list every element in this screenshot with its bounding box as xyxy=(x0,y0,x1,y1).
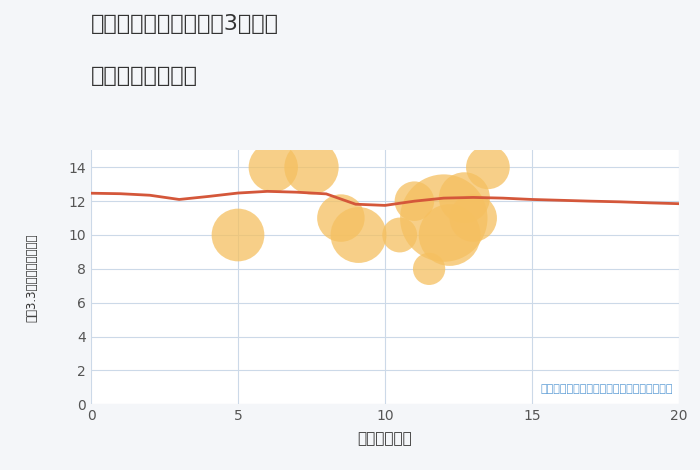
Point xyxy=(335,214,346,222)
Point xyxy=(267,164,279,171)
Point xyxy=(438,214,449,222)
X-axis label: 駅距離（分）: 駅距離（分） xyxy=(358,431,412,446)
Point xyxy=(482,164,493,171)
Point xyxy=(353,231,364,239)
Point xyxy=(409,197,420,205)
Point xyxy=(458,194,470,202)
Point xyxy=(468,214,479,222)
Point xyxy=(424,265,435,273)
Point xyxy=(306,164,317,171)
Text: 三重県名張市桔梗が丘3番町の: 三重県名張市桔梗が丘3番町の xyxy=(91,14,279,34)
Point xyxy=(232,231,244,239)
Text: 円の大きさは、取引のあった物件面積を示す: 円の大きさは、取引のあった物件面積を示す xyxy=(540,384,673,394)
Text: 坪（3.3㎡）単価（万円）: 坪（3.3㎡）単価（万円） xyxy=(26,233,38,321)
Point xyxy=(394,231,405,239)
Point xyxy=(444,231,455,239)
Text: 駅距離別土地価格: 駅距離別土地価格 xyxy=(91,66,198,86)
